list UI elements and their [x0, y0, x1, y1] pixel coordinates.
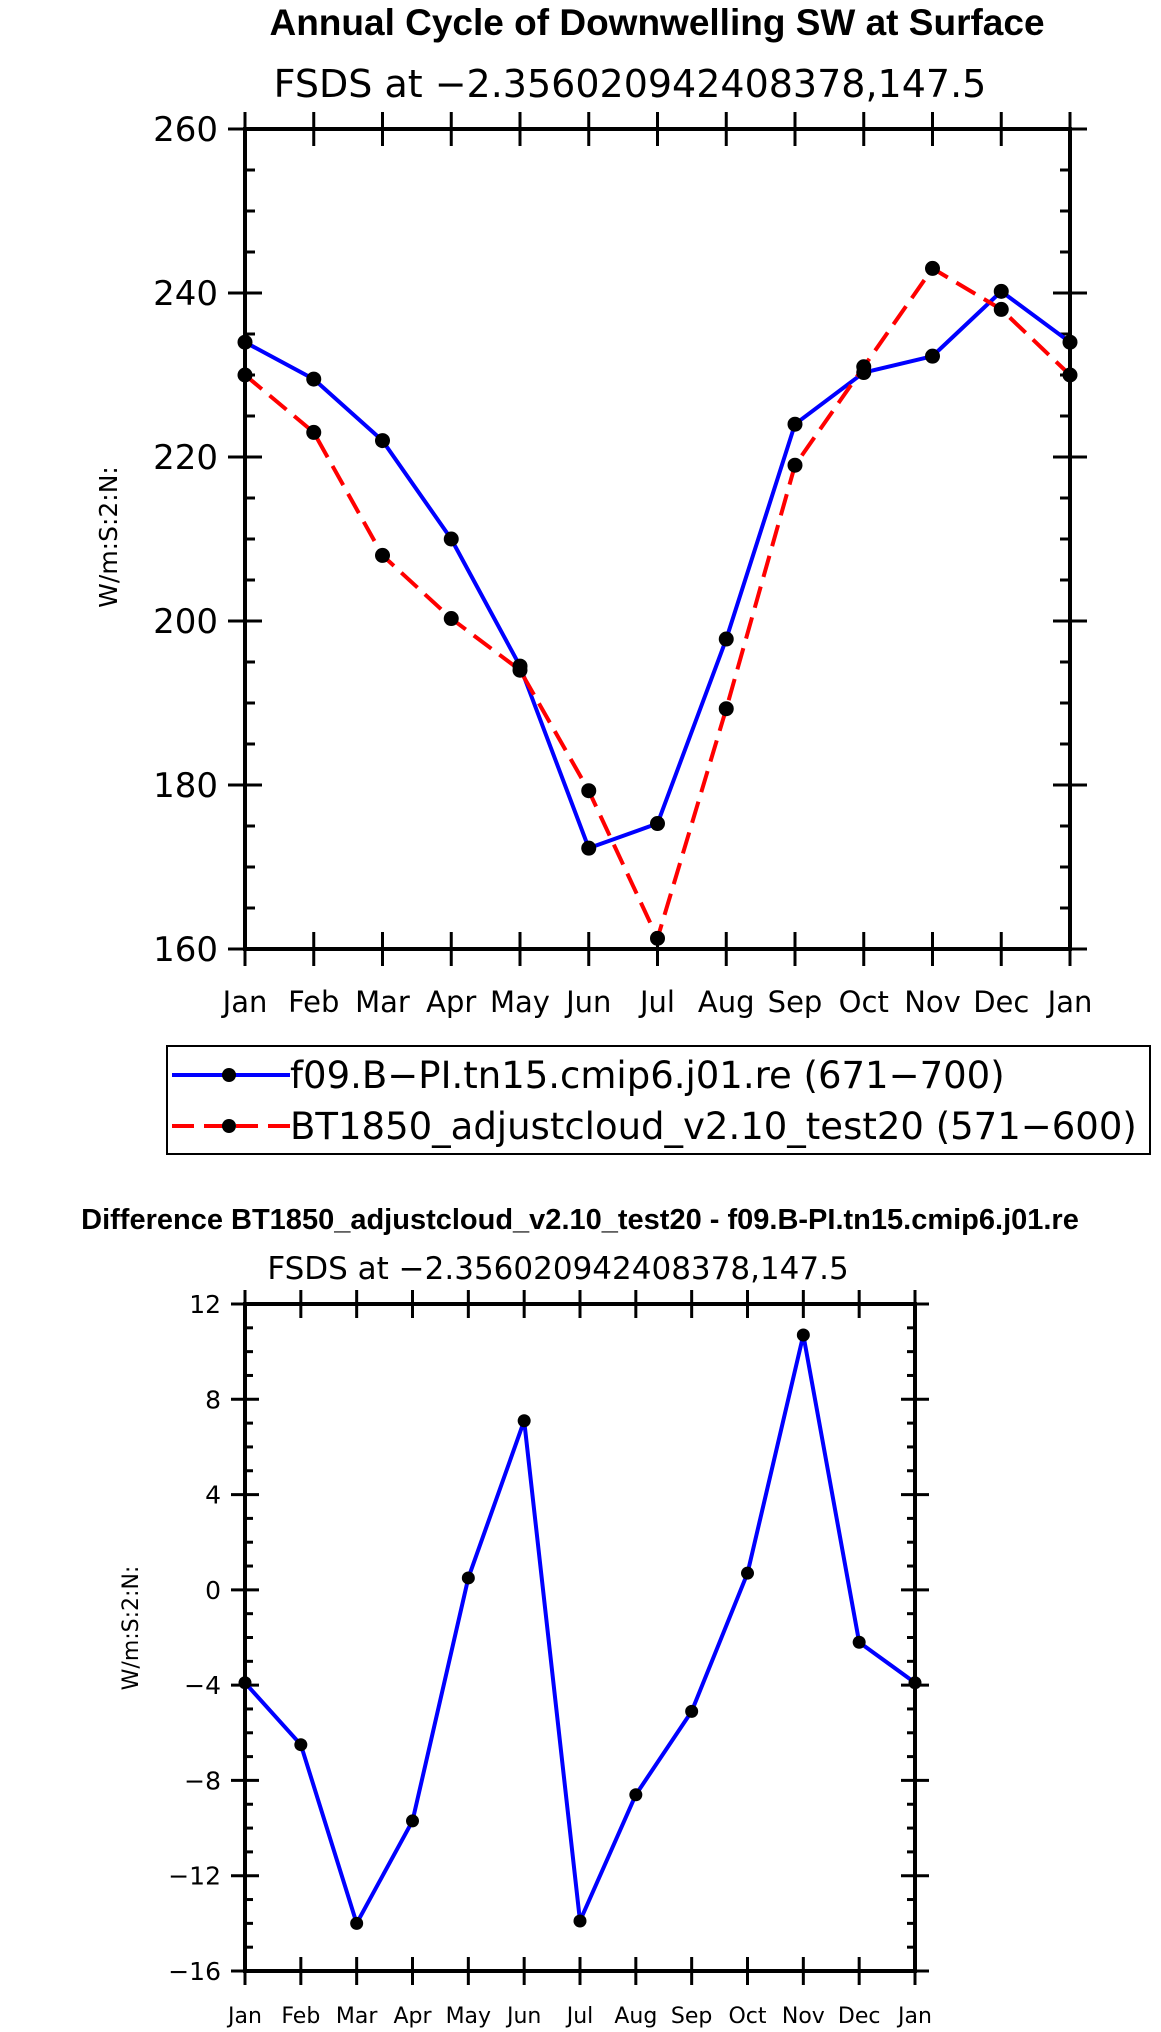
chart2-plot-frame	[243, 1302, 917, 1973]
legend-marker-2	[222, 1119, 236, 1133]
series-1-point	[993, 283, 1009, 299]
series-1-point	[650, 816, 665, 832]
series-2-point	[993, 301, 1009, 317]
series-line-1	[243, 1332, 917, 1926]
legend-label-2: BT1850_adjustcloud_v2.10_test20 (571−600…	[290, 1105, 1137, 1148]
y-tick-label: −12	[168, 1862, 221, 1891]
series-2-point	[581, 783, 597, 799]
y-tick-label: 4	[205, 1481, 221, 1510]
chart1-legend: f09.B−PI.tn15.cmip6.j01.re (671−700) BT1…	[166, 1045, 1151, 1155]
series-2-point	[650, 930, 665, 946]
y-tick-label: −4	[184, 1671, 221, 1700]
x-tick-label: Sep	[671, 2004, 712, 2029]
chart2-title: Difference BT1850_adjustcloud_v2.10_test…	[81, 1204, 1079, 1236]
chart2-x-tick-labels: Jan Feb Mar Apr May Jun Jul Aug Sep Oct Nov Dec Jan	[226, 2004, 932, 2029]
series-2-point	[925, 260, 940, 276]
chart2-series	[238, 1328, 922, 1930]
chart1-ticks	[228, 112, 1087, 966]
x-tick-label: Jul	[565, 2004, 594, 2029]
chart1-series	[237, 260, 1078, 946]
chart2-y-tick-labels: −16 −12 −8 −4 0 4 8 12	[168, 1290, 221, 1986]
chart-annual-cycle: Annual Cycle of Downwelling SW at Surfac…	[94, 2, 1151, 1155]
x-tick-label: Jun	[564, 985, 611, 1019]
series-1-point	[741, 1566, 754, 1580]
chart1-x-tick-labels: Jan Feb Mar Apr May Jun Jul Aug Sep Oct Nov Dec Jan	[221, 985, 1093, 1019]
chart2-subtitle: FSDS at −2.356020942408378,147.5	[267, 1251, 848, 1287]
x-tick-label: Jan	[896, 2004, 932, 2029]
series-1-point	[375, 433, 390, 449]
x-tick-label: Mar	[336, 2004, 378, 2029]
x-tick-label: Jun	[505, 2004, 541, 2029]
y-tick-label: −8	[184, 1766, 221, 1795]
chart-difference: Difference BT1850_adjustcloud_v2.10_test…	[81, 1204, 1079, 2029]
legend-box	[166, 1045, 1151, 1155]
chart1-title: Annual Cycle of Downwelling SW at Surfac…	[269, 2, 1044, 43]
y-tick-label: 220	[153, 438, 218, 478]
x-tick-label: Oct	[728, 2004, 766, 2029]
series-1-point	[718, 631, 734, 647]
series-1-point	[852, 1635, 866, 1649]
y-tick-label: 160	[153, 930, 218, 970]
x-tick-label: Apr	[393, 2004, 432, 2029]
x-tick-label: Oct	[839, 985, 889, 1019]
x-tick-label: Nov	[782, 2004, 825, 2029]
chart1-y-tick-labels: 160 180 200 220 240 260	[153, 110, 218, 970]
series-line-1	[244, 289, 1072, 851]
series-1-point	[629, 1788, 643, 1802]
series-1-point	[573, 1914, 587, 1928]
series-1-point	[443, 531, 459, 547]
series-1-point	[581, 840, 597, 856]
series-2-point	[718, 701, 734, 717]
legend-label-1: f09.B−PI.tn15.cmip6.j01.re (671−700)	[290, 1054, 1005, 1097]
series-1-point	[406, 1814, 419, 1828]
series-1-point	[685, 1704, 699, 1718]
x-tick-label: May	[490, 985, 550, 1019]
y-tick-label: 8	[205, 1385, 221, 1414]
series-1-point	[787, 416, 803, 432]
series-1-point	[350, 1916, 364, 1930]
x-tick-label: Jan	[1046, 985, 1093, 1019]
x-tick-label: Dec	[838, 2004, 881, 2029]
y-tick-label: 12	[189, 1290, 221, 1319]
series-1-point	[925, 348, 940, 364]
series-2-point	[787, 457, 803, 473]
x-tick-label: Aug	[614, 2004, 657, 2029]
chart2-ticks	[231, 1290, 929, 1985]
legend-marker-1	[222, 1068, 236, 1082]
chart1-ylabel: W/m:S:2:N:	[94, 466, 123, 608]
x-tick-label: Jan	[221, 985, 268, 1019]
x-tick-label: Nov	[904, 985, 961, 1019]
x-tick-label: Sep	[768, 985, 823, 1019]
series-2-point	[856, 359, 872, 375]
chart1-subtitle: FSDS at −2.356020942408378,147.5	[274, 62, 987, 106]
series-1-point	[306, 371, 322, 387]
x-tick-label: May	[446, 2004, 491, 2029]
x-tick-label: Apr	[426, 985, 476, 1019]
y-tick-label: −16	[168, 1957, 221, 1986]
series-2-point	[512, 662, 528, 678]
series-1-point	[294, 1738, 308, 1752]
chart2-ylabel: W/m:S:2:N:	[119, 1566, 144, 1691]
series-2-point	[306, 424, 322, 440]
x-tick-label: Jul	[638, 985, 675, 1019]
series-1-point	[461, 1571, 475, 1585]
x-tick-label: Dec	[973, 985, 1029, 1019]
series-line-2	[243, 266, 1072, 941]
y-tick-label: 200	[153, 602, 218, 642]
y-tick-label: 260	[153, 110, 218, 150]
chart1-plot-frame	[243, 127, 1072, 951]
x-tick-label: Feb	[281, 2004, 320, 2029]
y-tick-label: 0	[205, 1576, 221, 1605]
x-tick-label: Mar	[355, 985, 410, 1019]
series-1-point	[796, 1328, 810, 1342]
series-2-point	[375, 547, 390, 563]
series-1-point	[517, 1414, 531, 1428]
x-tick-label: Jan	[226, 2004, 262, 2029]
y-tick-label: 180	[153, 766, 218, 806]
x-tick-label: Feb	[288, 985, 339, 1019]
y-tick-label: 240	[153, 274, 218, 314]
x-tick-label: Aug	[698, 985, 755, 1019]
series-2-point	[443, 611, 459, 627]
